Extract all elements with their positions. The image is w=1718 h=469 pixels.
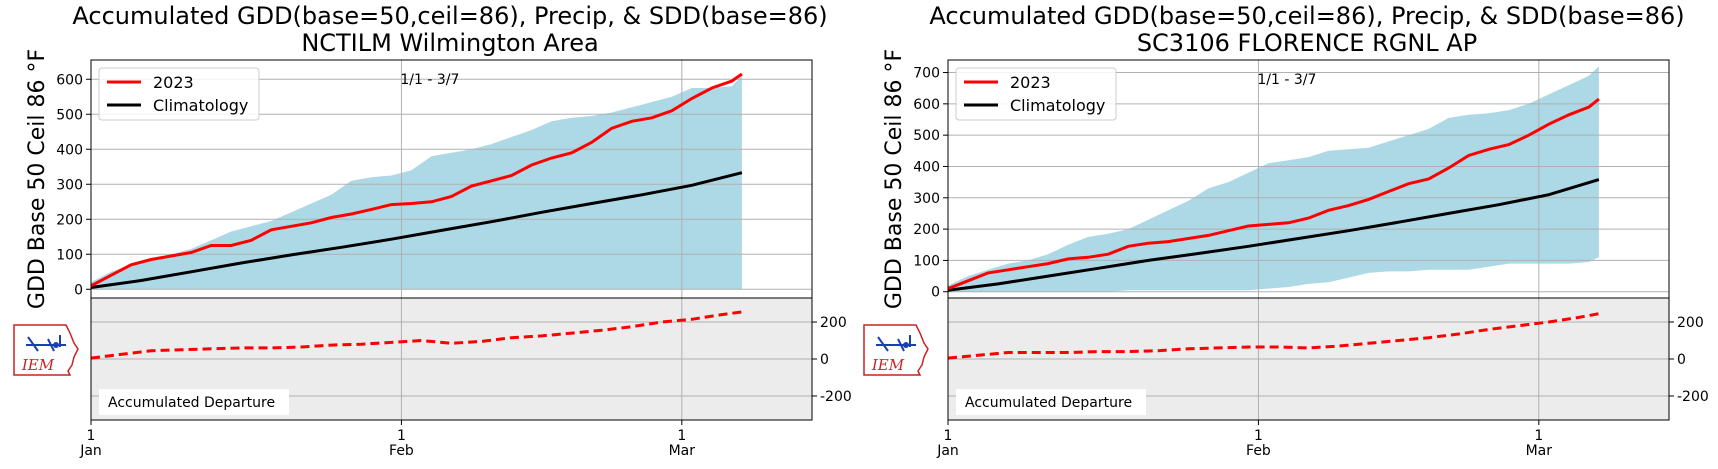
xtick-month-label: Feb [389, 443, 414, 459]
ytick-label: 500 [913, 128, 940, 144]
station-dot-icon [53, 342, 59, 348]
departure-ytick-label: 200 [820, 315, 847, 331]
departure-ytick-label: 0 [1677, 352, 1686, 368]
departure-label-box [956, 389, 1146, 415]
ytick-label: 200 [56, 212, 83, 228]
range-band-area [91, 75, 742, 290]
departure-label: Accumulated Departure [965, 395, 1132, 411]
xtick-label: 1 [1534, 428, 1543, 444]
ytick-label: 500 [56, 107, 83, 123]
legend-label-climatology: Climatology [153, 96, 248, 115]
ytick-label: 600 [913, 97, 940, 113]
chart-title: Accumulated GDD(base=50,ceil=86), Precip… [929, 2, 1684, 30]
chart-title: Accumulated GDD(base=50,ceil=86), Precip… [72, 2, 827, 30]
chart-panel-wilmington: Accumulated GDD(base=50,ceil=86), Precip… [13, 2, 852, 459]
departure-plot-frame [947, 297, 1670, 421]
station-dot-icon [903, 342, 909, 348]
departure-plot-frame [90, 297, 813, 421]
departure-ytick-label: 200 [1677, 315, 1704, 331]
ytick-label: 300 [913, 191, 940, 207]
ytick-label: 700 [913, 66, 940, 82]
iowa-outline-icon [863, 324, 929, 376]
ytick-label: 300 [56, 177, 83, 193]
series-line-2023 [947, 97, 1600, 290]
departure-ytick-label: -200 [820, 389, 852, 405]
ytick-label: 100 [56, 247, 83, 263]
ytick-label: 600 [56, 72, 83, 88]
iem-logo: IEM [13, 324, 79, 376]
iowa-outline-icon [13, 324, 79, 376]
xtick-label: 1 [1254, 428, 1263, 444]
chart-panel-florence: Accumulated GDD(base=50,ceil=86), Precip… [863, 2, 1709, 459]
xtick-label: 1 [397, 428, 406, 444]
range-band-area [948, 66, 1599, 292]
xtick-month-label: Feb [1246, 443, 1271, 459]
iem-logo-text: IEM [871, 356, 905, 374]
xtick-label: 1 [677, 428, 686, 444]
series-line-climatology [90, 171, 743, 289]
departure-label-box [99, 389, 289, 415]
series-line-climatology [947, 178, 1600, 292]
iem-logo-text: IEM [21, 356, 55, 374]
xtick-month-label: Jan [79, 443, 102, 459]
xtick-month-label: Mar [669, 443, 696, 459]
ytick-label: 0 [74, 282, 83, 298]
weather-station-icon [876, 335, 916, 352]
departure-line [947, 312, 1600, 360]
period-label: 1/1 - 3/7 [400, 72, 459, 88]
departure-line [90, 310, 743, 360]
chart-subtitle: SC3106 FLORENCE RGNL AP [1137, 29, 1477, 57]
ytick-label: 400 [56, 142, 83, 158]
xtick-label: 1 [944, 428, 953, 444]
ytick-label: 400 [913, 159, 940, 175]
weather-station-icon [26, 335, 66, 352]
xtick-month-label: Mar [1526, 443, 1553, 459]
xtick-label: 1 [87, 428, 96, 444]
chart-subtitle: NCTILM Wilmington Area [301, 29, 598, 57]
departure-ytick-label: 0 [820, 352, 829, 368]
ytick-label: 100 [913, 253, 940, 269]
y-axis-label: GDD Base 50 Ceil 86 °F [882, 49, 907, 309]
y-axis-label: GDD Base 50 Ceil 86 °F [25, 49, 50, 309]
period-label: 1/1 - 3/7 [1257, 72, 1316, 88]
legend-label-2023: 2023 [153, 73, 194, 92]
ytick-label: 200 [913, 222, 940, 238]
departure-label: Accumulated Departure [108, 395, 275, 411]
ytick-label: 0 [931, 285, 940, 301]
iem-logo: IEM [863, 324, 929, 376]
xtick-month-label: Jan [936, 443, 959, 459]
series-line-2023 [90, 72, 743, 288]
legend-label-2023: 2023 [1010, 73, 1051, 92]
legend-label-climatology: Climatology [1010, 96, 1105, 115]
departure-ytick-label: -200 [1677, 389, 1709, 405]
